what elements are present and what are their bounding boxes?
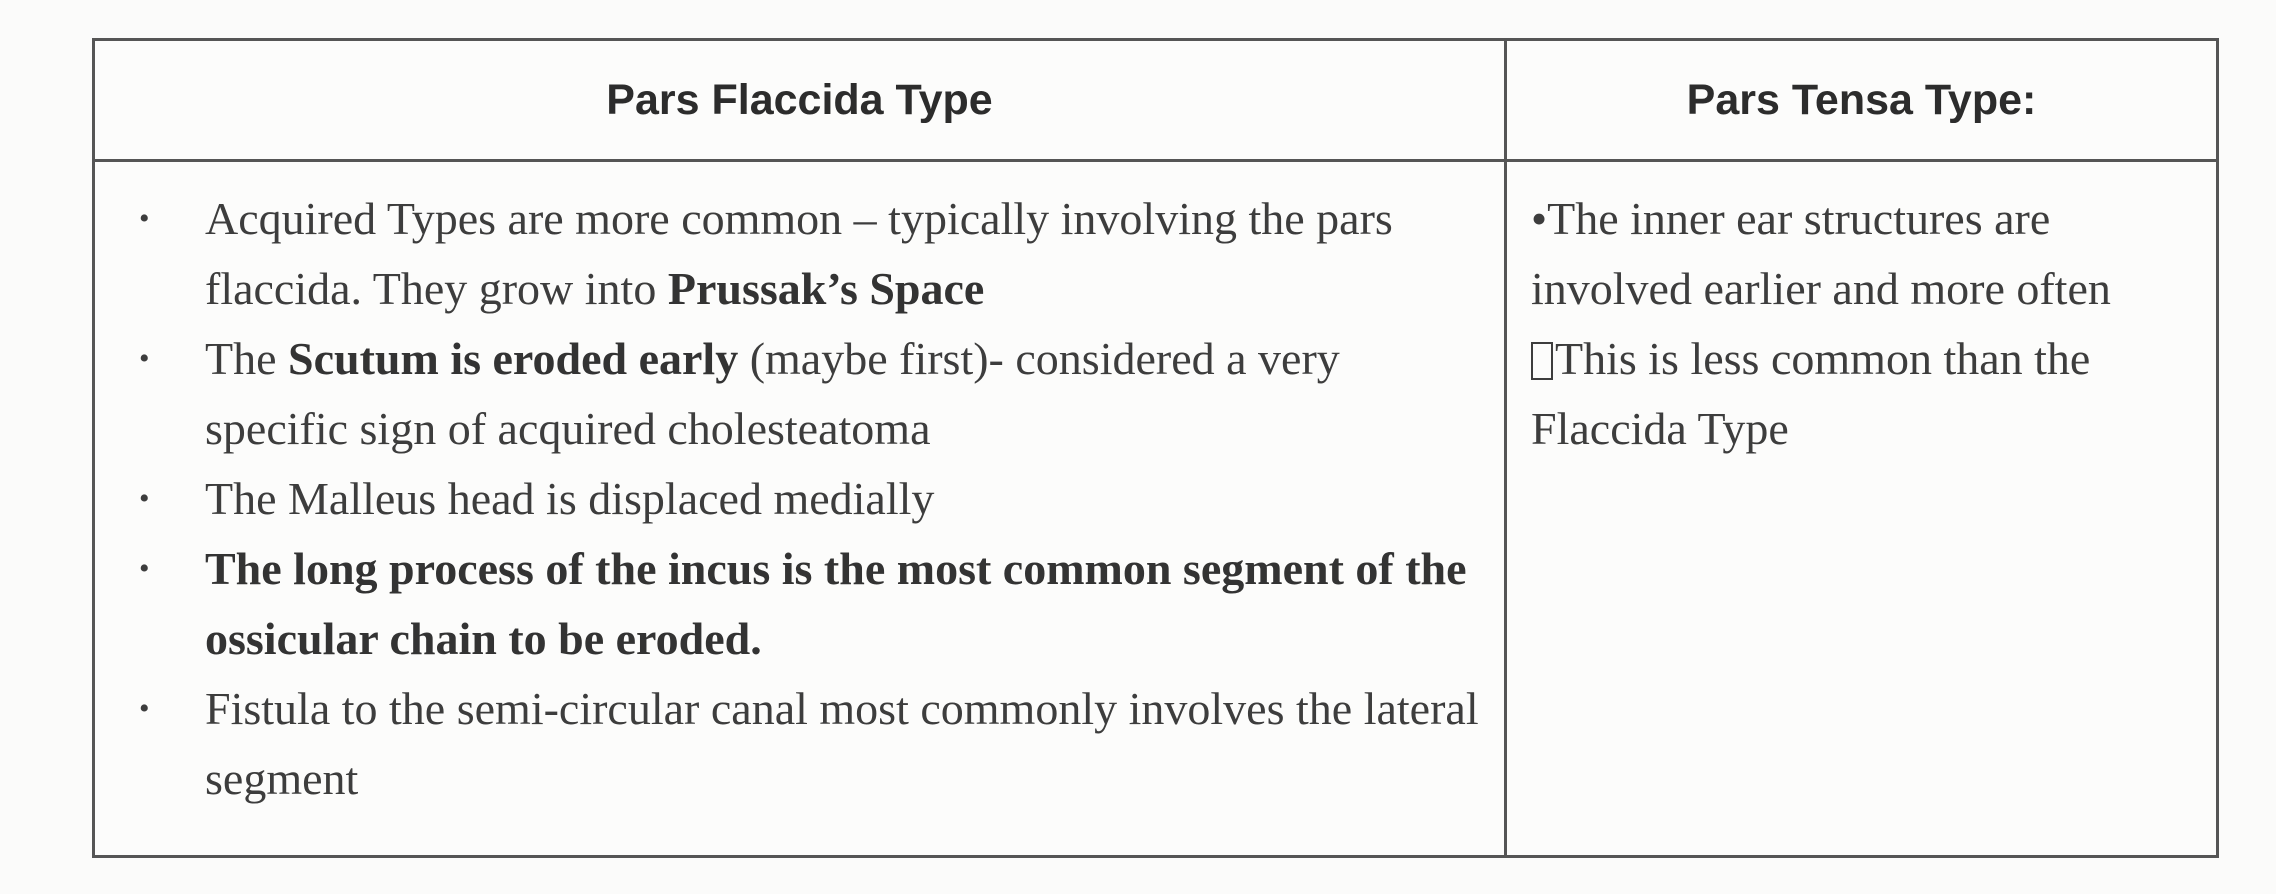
comparison-table: Pars Flaccida Type Pars Tensa Type: • Acq… [92, 38, 2219, 858]
pars-tensa-line-1: •The inner ear structures are involved e… [1531, 193, 2111, 314]
list-item: • The Malleus head is displaced medially [113, 464, 1484, 534]
bullet-icon: • [139, 692, 150, 725]
missing-glyph-icon [1531, 342, 1553, 380]
bullet-icon: • [139, 202, 150, 235]
header-pars-tensa: Pars Tensa Type: [1507, 41, 2216, 162]
pars-tensa-cell: •The inner ear structures are involved e… [1507, 162, 2216, 855]
bullet-icon: • [139, 482, 150, 515]
pars-flaccida-cell: • Acquired Types are more common – typica… [95, 162, 1507, 855]
header-pars-flaccida: Pars Flaccida Type [95, 41, 1507, 162]
pars-tensa-text: •The inner ear structures are involved e… [1531, 184, 2196, 464]
list-item: • Fistula to the semi-circular canal most… [113, 674, 1484, 814]
list-item: • Acquired Types are more common – typica… [113, 184, 1484, 324]
bullet-icon: • [139, 552, 150, 585]
pars-tensa-line-2: This is less common than the Flaccida Ty… [1531, 333, 2091, 454]
bullet-icon: • [139, 342, 150, 375]
list-item: • The long process of the incus is the mo… [113, 534, 1484, 674]
list-item: • The Scutum is eroded early (maybe first… [113, 324, 1484, 464]
pars-flaccida-list: • Acquired Types are more common – typica… [113, 184, 1484, 814]
